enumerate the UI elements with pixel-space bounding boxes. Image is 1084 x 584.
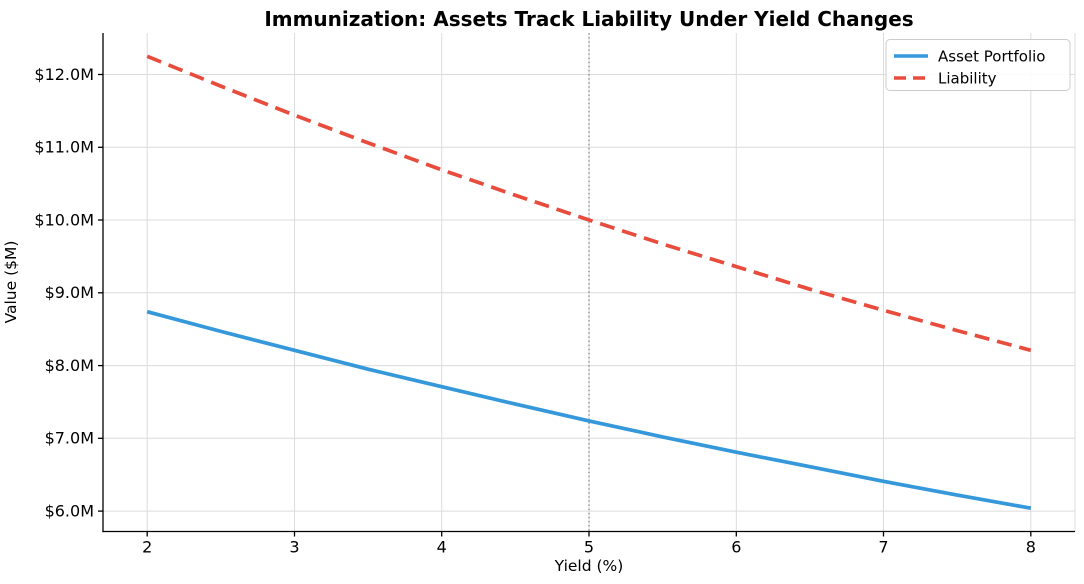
series-layer xyxy=(146,54,1032,511)
x-tick-label: 7 xyxy=(878,538,888,557)
series-line-asset-portfolio xyxy=(146,309,1032,511)
y-tick-label: $10.0M xyxy=(34,210,94,229)
tick-label-layer: 2 3 4 5 6 7 8 $6.0M $7.0M $8.0M $9.0M $10.0M $11.0M $… xyxy=(34,65,1036,557)
x-axis-label: Yield (%) xyxy=(554,557,624,575)
x-tick-label: 5 xyxy=(584,538,594,557)
y-axis-label: Value ($M) xyxy=(2,241,20,324)
chart-title: Immunization: Assets Track Liability Und… xyxy=(264,7,913,31)
x-tick-label: 8 xyxy=(1026,538,1036,557)
y-tick-label: $11.0M xyxy=(34,138,94,157)
y-tick-label: $9.0M xyxy=(45,283,94,302)
axes-layer xyxy=(98,33,1075,537)
x-tick-label: 3 xyxy=(289,538,299,557)
x-tick-label: 2 xyxy=(142,538,152,557)
y-tick-label: $12.0M xyxy=(34,65,94,84)
legend-box xyxy=(885,39,1071,91)
y-tick-label: $7.0M xyxy=(45,429,94,448)
series-line-liability xyxy=(146,54,1032,353)
legend: Asset Portfolio Liability xyxy=(885,39,1071,91)
x-tick-label: 6 xyxy=(731,538,741,557)
legend-label-asset: Asset Portfolio xyxy=(938,47,1045,65)
y-tick-label: $6.0M xyxy=(45,502,94,521)
x-tick-label: 4 xyxy=(437,538,447,557)
y-tick-label: $8.0M xyxy=(45,356,94,375)
legend-label-liability: Liability xyxy=(938,69,997,87)
